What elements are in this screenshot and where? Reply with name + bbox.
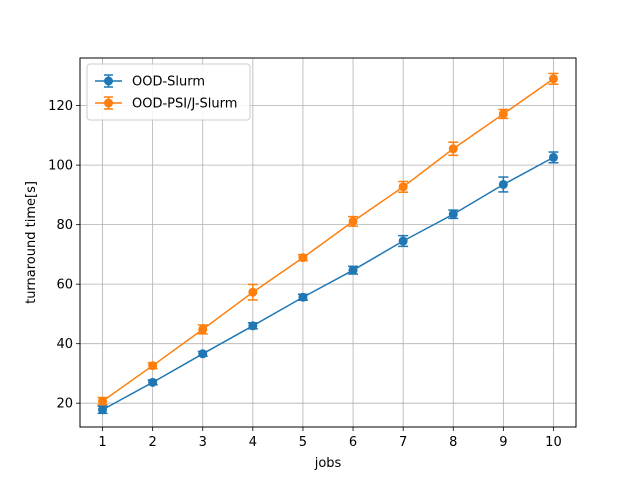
series-ood-psi-j-slurm [97, 72, 559, 406]
y-axis-label: turnaround time[s] [24, 181, 39, 304]
data-series [97, 72, 559, 415]
legend: OOD-Slurm OOD-PSI/J-Slurm [86, 63, 251, 121]
x-tick-label: 8 [449, 435, 457, 450]
y-tick-label: 20 [56, 397, 73, 412]
data-point [148, 361, 158, 371]
data-point [298, 292, 308, 302]
x-tick-label: 1 [98, 435, 106, 450]
legend-box [86, 63, 251, 121]
x-tick-label: 9 [499, 435, 507, 450]
data-point [148, 377, 158, 387]
x-tick-label: 2 [149, 435, 157, 450]
y-tick-label: 40 [56, 337, 73, 352]
x-tick-label: 5 [299, 435, 307, 450]
x-tick-label: 6 [349, 435, 357, 450]
data-point [448, 144, 458, 154]
data-point [248, 321, 258, 331]
x-tick-label: 7 [399, 435, 407, 450]
data-point [198, 349, 208, 359]
data-point [398, 182, 408, 192]
x-tick-label: 10 [545, 435, 562, 450]
plot-area-frame [79, 57, 577, 428]
legend-item: OOD-Slurm [95, 74, 205, 90]
axis-ticks: 1 2 3 4 5 6 7 8 9 10 20 40 60 80 100 120 [48, 99, 562, 450]
legend-marker [104, 76, 113, 86]
y-tick-label: 80 [56, 218, 73, 233]
data-point [498, 109, 508, 119]
legend-label: OOD-PSI/J-Slurm [132, 97, 237, 112]
y-tick-label: 60 [56, 278, 73, 293]
data-point [298, 253, 308, 263]
data-point [348, 265, 358, 275]
series-ood-slurm [97, 151, 559, 415]
legend-item: OOD-PSI/J-Slurm [95, 96, 237, 112]
legend-marker [104, 98, 113, 108]
data-point [348, 216, 358, 226]
y-tick-label: 120 [48, 99, 73, 114]
series-line [102, 78, 554, 402]
data-point [448, 209, 458, 219]
data-point [548, 152, 558, 162]
data-point [548, 74, 558, 84]
legend-label: OOD-Slurm [132, 75, 205, 90]
y-tick-label: 100 [48, 159, 73, 174]
data-point [198, 324, 208, 334]
data-point [98, 396, 108, 406]
data-point [248, 287, 258, 297]
series-line [102, 156, 554, 411]
data-point [398, 236, 408, 246]
x-tick-label: 4 [249, 435, 257, 450]
data-point [98, 405, 108, 415]
data-point [498, 179, 508, 189]
x-tick-label: 3 [199, 435, 207, 450]
x-axis-label: jobs [314, 456, 342, 471]
